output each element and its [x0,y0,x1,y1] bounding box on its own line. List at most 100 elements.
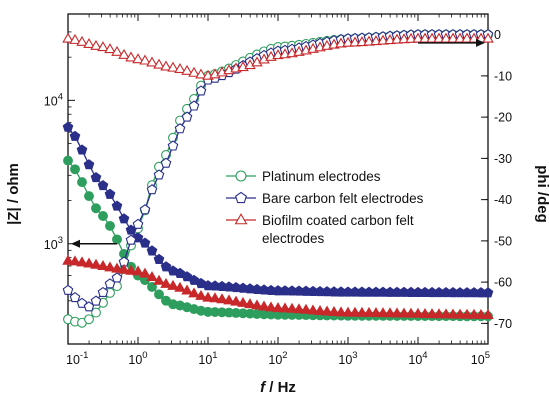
data-point [76,256,88,267]
data-point [202,291,214,302]
data-point [363,306,375,317]
data-point [237,296,249,307]
data-point [419,307,431,318]
y-axis-left-title: |Z| / ohm [5,163,22,225]
data-point [454,32,466,43]
data-point [139,237,151,248]
data-point [391,33,403,44]
data-point [90,172,102,183]
arrow-left-axis [71,239,117,248]
data-point [433,308,445,319]
annotation-layer [71,38,485,248]
x-tick-label: 105 [471,350,490,367]
data-point [132,53,144,64]
data-point [251,299,263,310]
data-point [195,85,207,96]
data-point [118,213,130,224]
y-right-tick-label: -40 [494,193,512,207]
arrow-right-axis [418,38,485,47]
data-point [105,220,115,231]
data-point [188,100,200,111]
series-2 [62,121,494,298]
data-point [342,306,354,317]
data-point [447,32,459,43]
data-point [69,33,81,44]
data-point [90,39,102,50]
data-point [181,111,193,122]
data-point [62,121,74,132]
data-point [118,263,130,274]
x-tick-label: 101 [198,350,217,367]
data-point [125,264,137,275]
data-point [132,218,144,229]
data-point [398,307,410,318]
data-point [91,203,101,214]
data-point [111,272,123,283]
data-point [377,34,389,45]
data-point [426,32,438,43]
data-point [77,177,87,188]
data-point [209,292,221,303]
series-4 [62,254,494,319]
data-point [384,34,396,45]
y-right-tick-label: -10 [494,69,512,83]
data-point [153,253,165,264]
data-point [230,295,242,306]
series-5 [62,32,494,80]
data-point [447,308,459,319]
data-point [349,36,361,47]
data-point [244,298,256,309]
data-point [147,281,157,292]
data-point [461,32,473,43]
arrow-head [476,38,485,47]
data-point [153,169,165,180]
data-point [195,289,207,300]
data-point [62,32,74,43]
data-point [482,32,494,43]
series-layer [62,29,494,328]
data-point [335,306,347,317]
data-point [160,261,172,272]
data-point [412,307,424,318]
data-point [160,60,172,71]
data-point [279,302,291,313]
x-tick-label: 102 [268,350,287,367]
legend-label: Bare carbon felt electrodes [262,191,424,206]
y-right-tick-label: -70 [494,317,512,331]
legend: Platinum electrodes Bare carbon felt elec… [226,169,424,246]
data-point [104,261,116,272]
data-point [62,284,74,295]
x-axis-title-symbol: f [260,379,267,396]
data-point [84,314,94,325]
data-point [321,305,333,316]
data-point [440,308,452,319]
x-tick-label: 103 [338,350,357,367]
data-point [370,306,382,318]
data-point [167,61,179,72]
legend-label: Biofilm coated carbon felt [262,213,414,228]
y-right-tick-label: -20 [494,111,512,125]
y-left-tick-label: 104 [44,91,63,108]
data-point [174,63,186,74]
data-point [384,307,396,318]
data-point [146,271,158,282]
data-point [188,66,200,77]
data-point [377,307,389,318]
data-point [223,294,235,305]
data-point [146,56,158,67]
x-axis-title-unit: / Hz [265,379,296,396]
data-point [356,306,368,317]
y-axis-right-title: phi /deg [534,165,549,223]
data-point [195,68,207,79]
data-point [125,234,137,245]
data-point [112,234,122,245]
data-point [293,303,305,314]
data-point [405,32,417,43]
data-point [154,289,164,300]
data-point [153,58,165,69]
x-tick-label: 100 [128,350,147,367]
data-point [146,245,158,256]
data-point [188,287,200,298]
data-point [363,35,375,46]
data-point [139,204,151,215]
